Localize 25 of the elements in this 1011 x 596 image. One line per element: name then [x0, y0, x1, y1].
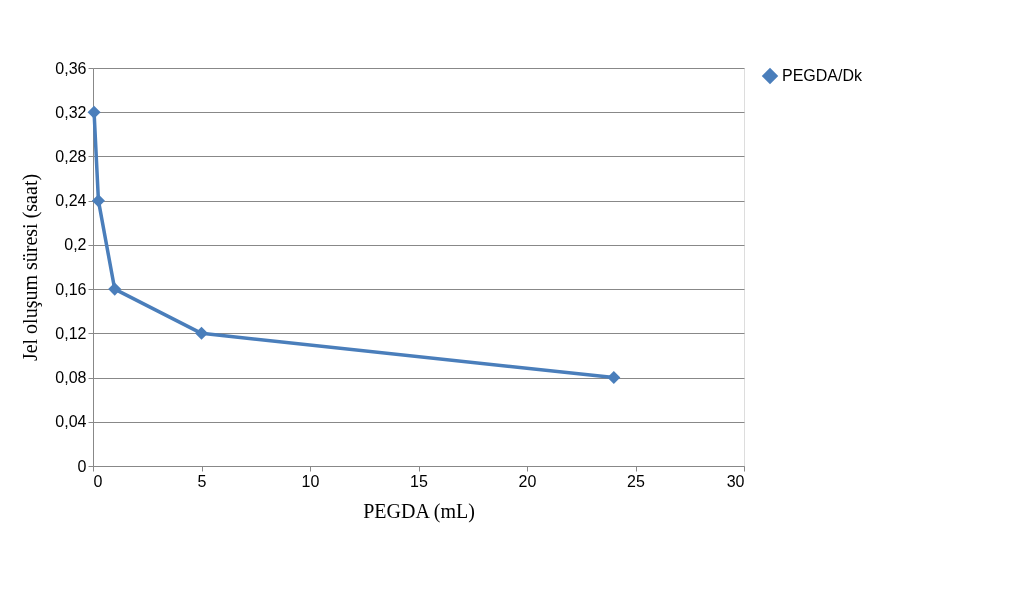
point	[607, 371, 621, 385]
y-tick-label: 0,16	[55, 280, 87, 298]
x-tick-label: 5	[197, 472, 207, 490]
point	[91, 194, 105, 208]
y-tick-label: 0,04	[55, 413, 87, 431]
y-tick-label: 0,36	[55, 59, 87, 77]
y-tick-label: 0,12	[55, 324, 87, 342]
y-tick-label: 0,28	[55, 147, 87, 165]
y-tick-label: 0,32	[55, 103, 87, 121]
y-tick-label: 0,24	[55, 192, 87, 210]
y-tick-label: 0	[77, 457, 87, 475]
point	[108, 282, 122, 296]
y-tick-label: 0,2	[64, 236, 87, 254]
x-tick-label: 10	[301, 472, 320, 490]
x-axis-title: PEGDA (mL)	[363, 499, 475, 523]
x-tick-label: 0	[93, 472, 103, 490]
point	[87, 105, 101, 119]
x-tick-label: 30	[726, 472, 745, 490]
x-tick-label: 15	[410, 472, 428, 490]
y-axis-title: Jel oluşum süresi (saat)	[19, 173, 43, 362]
point	[194, 326, 209, 340]
x-tick-label: 20	[518, 472, 537, 490]
y-tick-label: 0,08	[55, 369, 87, 387]
legend-label: PEGDA/Dk	[782, 67, 864, 84]
x-tick-label: 25	[627, 472, 645, 490]
